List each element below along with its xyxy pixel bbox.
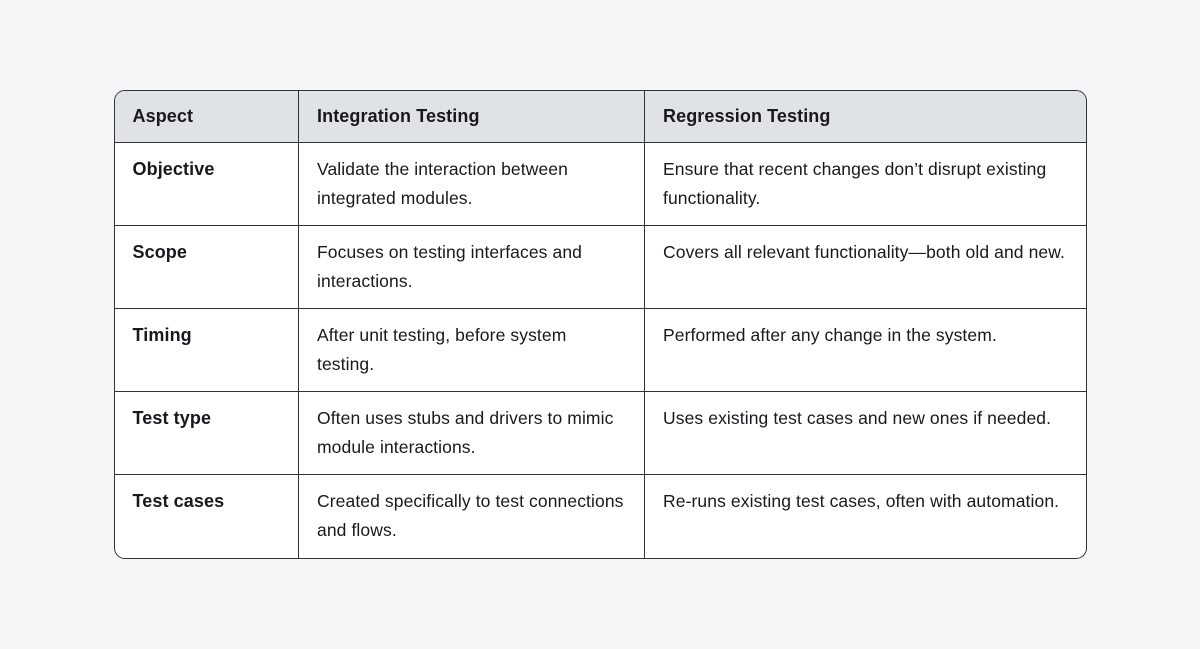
header-row: Aspect Integration Testing Regression Te… — [114, 91, 1086, 143]
cell-timing-regression: Performed after any change in the system… — [644, 308, 1086, 392]
row-label-test-type: Test type — [114, 391, 299, 475]
cell-test-type-regression: Uses existing test cases and new ones if… — [644, 391, 1086, 475]
cell-objective-regression: Ensure that recent changes don’t disrupt… — [644, 142, 1086, 226]
row-label-test-cases: Test cases — [114, 474, 299, 558]
column-header-integration-testing: Integration Testing — [298, 91, 645, 143]
cell-test-cases-regression: Re-runs existing test cases, often with … — [644, 474, 1086, 558]
integration-vs-regression-table: Aspect Integration Testing Regression Te… — [114, 91, 1086, 558]
table-body: Objective Validate the interaction betwe… — [114, 142, 1086, 558]
table-row: Test type Often uses stubs and drivers t… — [114, 391, 1086, 475]
cell-scope-regression: Covers all relevant functionality—both o… — [644, 225, 1086, 309]
column-header-aspect: Aspect — [114, 91, 299, 143]
comparison-table-card: Aspect Integration Testing Regression Te… — [113, 90, 1087, 559]
cell-objective-integration: Validate the interaction between integra… — [298, 142, 645, 226]
table-row: Objective Validate the interaction betwe… — [114, 142, 1086, 226]
column-header-regression-testing: Regression Testing — [644, 91, 1086, 143]
cell-test-type-integration: Often uses stubs and drivers to mimic mo… — [298, 391, 645, 475]
table-header: Aspect Integration Testing Regression Te… — [114, 91, 1086, 143]
row-label-objective: Objective — [114, 142, 299, 226]
cell-timing-integration: After unit testing, before system testin… — [298, 308, 645, 392]
cell-scope-integration: Focuses on testing interfaces and intera… — [298, 225, 645, 309]
table-row: Timing After unit testing, before system… — [114, 308, 1086, 392]
table-row: Test cases Created specifically to test … — [114, 474, 1086, 558]
cell-test-cases-integration: Created specifically to test connections… — [298, 474, 645, 558]
table-row: Scope Focuses on testing interfaces and … — [114, 225, 1086, 309]
row-label-timing: Timing — [114, 308, 299, 392]
row-label-scope: Scope — [114, 225, 299, 309]
